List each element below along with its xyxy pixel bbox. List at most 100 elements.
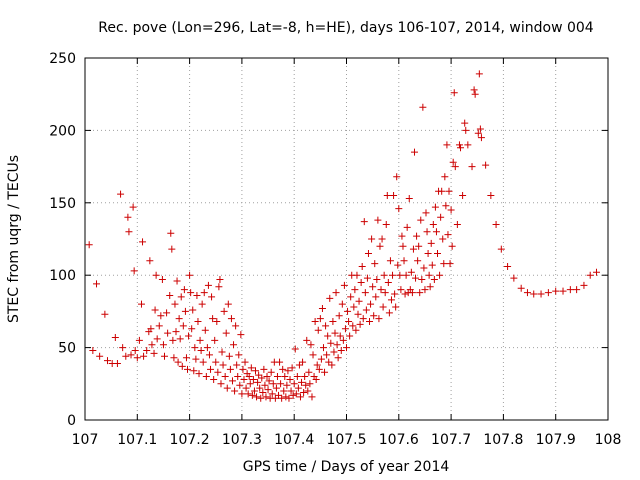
data-point: [440, 260, 448, 268]
data-point: [394, 261, 402, 269]
data-point: [295, 361, 303, 369]
data-point: [196, 336, 204, 344]
data-point: [380, 271, 388, 279]
x-tick-label: 107.5: [326, 432, 366, 448]
data-point: [217, 380, 225, 388]
data-point: [335, 312, 343, 320]
data-point: [402, 271, 410, 279]
data-point: [383, 192, 391, 200]
data-point: [164, 329, 172, 337]
data-point: [474, 129, 482, 137]
data-point: [389, 271, 397, 279]
data-point: [442, 202, 450, 210]
data-point: [122, 352, 130, 360]
data-point: [234, 373, 242, 381]
data-point: [487, 192, 495, 200]
data-point: [193, 291, 201, 299]
data-point: [372, 293, 380, 301]
data-point: [199, 358, 207, 366]
data-point: [182, 354, 190, 362]
data-point: [358, 263, 366, 271]
data-point: [377, 286, 385, 294]
x-tick-label: 107.9: [536, 432, 576, 448]
data-point: [302, 381, 310, 389]
data-point: [260, 365, 268, 373]
data-point: [135, 336, 143, 344]
data-point: [405, 194, 413, 202]
data-point: [186, 271, 194, 279]
data-point: [455, 141, 463, 149]
data-point: [185, 332, 193, 340]
data-point: [208, 293, 216, 301]
data-point: [288, 364, 296, 372]
data-point: [330, 348, 338, 356]
data-point: [437, 213, 445, 221]
data-point: [403, 223, 411, 231]
data-point: [130, 267, 138, 275]
x-tick-label: 107.4: [274, 432, 314, 448]
data-point: [153, 335, 161, 343]
data-point: [517, 284, 525, 292]
data-point: [351, 286, 359, 294]
data-point: [376, 242, 384, 250]
data-point: [290, 380, 298, 388]
y-tick-label: 150: [49, 196, 76, 212]
data-point: [360, 218, 368, 226]
data-point: [369, 283, 377, 291]
data-point: [449, 158, 457, 166]
data-point: [338, 300, 346, 308]
chart-title: Rec. pove (Lon=296, Lat=-8, h=HE), days …: [98, 20, 594, 36]
data-point: [204, 281, 212, 289]
data-point: [263, 373, 271, 381]
data-point: [470, 86, 478, 94]
data-point: [170, 354, 178, 362]
data-point: [354, 310, 362, 318]
data-point: [373, 276, 381, 284]
y-axis-label: STEC from uqrg / TECUs: [6, 155, 22, 323]
data-point: [216, 276, 224, 284]
data-point: [428, 261, 436, 269]
data-point: [441, 173, 449, 181]
data-point: [371, 260, 379, 268]
data-point: [312, 375, 320, 383]
data-point: [464, 141, 472, 149]
data-point: [395, 205, 403, 213]
data-point: [289, 391, 297, 399]
y-tick-label: 200: [49, 123, 76, 139]
data-point: [291, 345, 299, 353]
data-point: [523, 289, 531, 297]
data-point: [422, 209, 430, 217]
data-point: [155, 322, 163, 330]
data-point: [160, 352, 168, 360]
data-point: [384, 278, 392, 286]
x-tick-label: 107.7: [431, 432, 471, 448]
data-point: [215, 283, 223, 291]
data-point: [235, 351, 243, 359]
data-point: [355, 297, 363, 305]
data-point: [187, 289, 195, 297]
data-point: [163, 309, 171, 317]
data-point: [586, 271, 594, 279]
data-point: [221, 373, 229, 381]
data-point: [152, 271, 160, 279]
data-point: [179, 322, 187, 330]
data-point: [427, 239, 435, 247]
data-point: [200, 289, 208, 297]
data-point: [309, 351, 317, 359]
data-point: [175, 315, 183, 323]
data-point: [213, 318, 221, 326]
data-point: [381, 289, 389, 297]
data-point: [329, 318, 337, 326]
data-point: [476, 125, 484, 133]
data-point: [197, 346, 205, 354]
data-point: [119, 344, 127, 352]
x-tick-label: 108: [595, 432, 622, 448]
data-point: [129, 203, 137, 211]
data-point: [293, 373, 301, 381]
data-point: [343, 344, 350, 352]
data-point: [247, 364, 255, 372]
grid-lines: [85, 58, 608, 420]
y-tick-label: 50: [58, 341, 76, 357]
data-point: [333, 341, 341, 349]
